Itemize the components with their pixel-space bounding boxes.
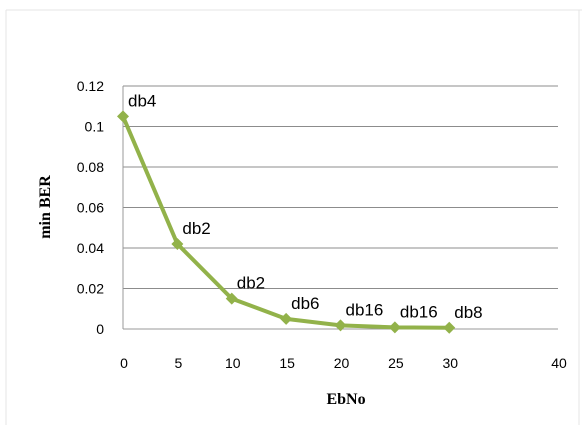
data-point-marker	[280, 312, 293, 325]
data-label: db6	[291, 294, 319, 313]
y-tick-label: 0.02	[77, 281, 104, 297]
x-tick-label: 15	[279, 355, 295, 371]
series-line	[121, 114, 452, 330]
data-label: db2	[182, 219, 210, 238]
x-tick-label: 5	[174, 355, 182, 371]
data-label: db16	[346, 300, 384, 319]
gridlines	[122, 85, 558, 330]
y-tick-label: 0.12	[77, 78, 104, 94]
y-axis-title: min BER	[37, 175, 54, 239]
y-axis-ticks: 0 0.02 0.04 0.06 0.08 0.1 0.12	[77, 78, 104, 337]
y-tick-label: 0.06	[77, 200, 104, 216]
data-label: db2	[237, 274, 265, 293]
data-label: db4	[128, 91, 156, 110]
x-tick-label: 40	[551, 355, 567, 371]
x-tick-label: 10	[225, 355, 241, 371]
x-tick-label: 25	[388, 355, 404, 371]
data-point-marker	[388, 321, 401, 334]
data-point-marker	[117, 110, 129, 123]
data-label: db8	[454, 303, 482, 322]
x-axis-title: EbNo	[326, 391, 365, 408]
data-point-marker	[225, 292, 238, 305]
data-series	[117, 110, 456, 334]
x-tick-label: 0	[120, 355, 128, 371]
y-tick-label: 0.08	[77, 159, 104, 175]
y-tick-label: 0	[96, 321, 104, 337]
data-label: db16	[400, 302, 438, 321]
x-tick-label: 30	[442, 355, 458, 371]
y-tick-label: 0.04	[77, 240, 104, 256]
point-labels: db4 db2 db2 db6 db16 db16 db8	[128, 91, 483, 321]
data-point-marker	[171, 237, 184, 250]
data-point-marker	[334, 319, 347, 332]
x-tick-label: 20	[334, 355, 350, 371]
data-point-marker	[443, 321, 456, 334]
x-axis-ticks: 0 5 10 15 20 25 30 40	[120, 355, 567, 371]
y-tick-label: 0.1	[85, 119, 105, 135]
